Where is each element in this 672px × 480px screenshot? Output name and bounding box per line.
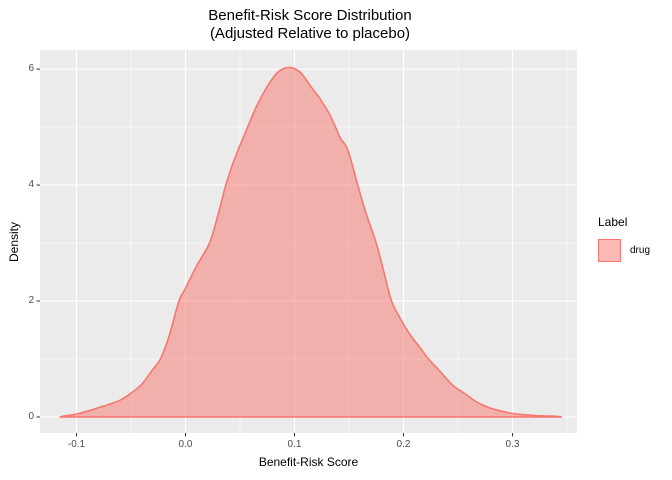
x-tick-label: 0.1: [287, 439, 302, 450]
y-axis-title: Density: [7, 222, 21, 263]
plot-title: Benefit-Risk Score Distribution (Adjuste…: [0, 7, 620, 43]
y-tick-label: 0: [28, 410, 34, 422]
legend-title: Label: [598, 215, 628, 229]
legend-item-label: drug: [630, 245, 651, 256]
x-tick-label: 0.3: [505, 439, 520, 450]
y-tick-label: 2: [28, 295, 34, 307]
x-tick-label: -0.1: [67, 439, 86, 450]
x-tick-label: 0.0: [178, 439, 193, 450]
plot-title-line2: (Adjusted Relative to placebo): [209, 25, 411, 42]
drug-swatch-icon: [598, 239, 621, 262]
x-tick-label: 0.2: [396, 439, 411, 450]
plot-title-line1: Benefit-Risk Score Distribution: [208, 7, 412, 24]
density-curve-drug: [59, 66, 563, 418]
legend-key-drug: drug: [598, 239, 650, 262]
y-tick-label: 4: [28, 179, 34, 191]
y-tick-label: 6: [28, 63, 34, 75]
legend: Label drug: [598, 215, 650, 262]
x-axis-title: Benefit-Risk Score: [258, 455, 359, 469]
